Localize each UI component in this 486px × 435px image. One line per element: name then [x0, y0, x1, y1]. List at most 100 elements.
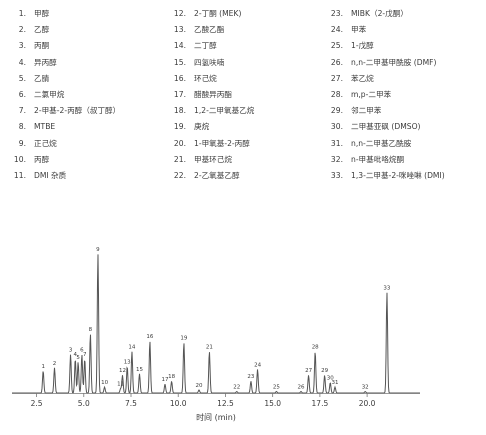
peak-label: 26 [298, 385, 305, 391]
legend-item-number: 19. [173, 122, 186, 132]
legend-item-number: 27. [330, 73, 343, 83]
legend-item-name: 庚烷 [194, 122, 210, 132]
peak-label: 24 [254, 362, 261, 368]
legend-item-number: 17. [173, 90, 186, 99]
peak-label: 12 [119, 368, 126, 374]
legend-item: 12. 2-丁酮 (MEK) [166, 9, 242, 19]
legend-item-name: 乙酸乙酯 [194, 25, 225, 35]
legend-item-number: 23. [330, 9, 343, 18]
legend-item-number: 28. [330, 90, 343, 99]
peak-label: 31 [332, 380, 339, 386]
chromatogram-trace [12, 254, 420, 394]
legend-item: 13. 乙酸乙酯 [166, 25, 224, 35]
peak-label: 8 [89, 327, 93, 333]
x-axis-label: 时间 (min) [196, 412, 236, 422]
legend-item-name: 乙醇 [34, 25, 50, 35]
legend-item-name: n,n-二甲基甲酰胺 (DMF) [351, 57, 437, 67]
legend-item-name: DMI 杂质 [34, 171, 67, 180]
legend-item-name: 2-丁酮 (MEK) [194, 9, 242, 18]
legend-item-number: 1. [18, 9, 26, 18]
legend-item: 9. 正己烷 [6, 139, 57, 149]
peak-label: 17 [162, 377, 169, 383]
x-tick-label: 20.0 [359, 399, 376, 408]
legend-item: 25. 1-戊醇 [323, 41, 374, 51]
legend-item-name: 甲基环己烷 [194, 154, 232, 164]
legend-item: 15. 四氢呋喃 [166, 58, 224, 68]
legend-item-number: 22. [173, 171, 186, 180]
legend-item: 14. 二丁醇 [166, 41, 217, 51]
legend-item: 11. DMI 杂质 [6, 171, 66, 181]
legend-item-number: 31. [330, 138, 343, 148]
x-tick-label: 2.5 [31, 399, 43, 408]
x-tick-label: 10.0 [170, 399, 187, 408]
peak-label: 21 [206, 345, 213, 351]
legend-item: 29. 邻二甲苯 [323, 106, 381, 116]
legend-item-number: 29. [330, 106, 343, 116]
legend-item-name: 环己烷 [194, 73, 217, 83]
legend-item: 27. 苯乙烷 [323, 74, 374, 84]
legend-item-number: 7. [18, 106, 26, 116]
legend-item-name: 2-乙氧基乙醇 [194, 171, 240, 180]
peak-label: 5 [76, 355, 80, 361]
legend-item-number: 24. [330, 25, 343, 35]
legend-item-number: 30. [330, 122, 343, 132]
legend-item-name: 甲醇 [34, 9, 50, 18]
legend-item-number: 8. [18, 122, 26, 132]
legend-item-number: 20. [173, 138, 186, 148]
peak-label: 16 [146, 334, 153, 340]
peak-label: 33 [383, 285, 390, 291]
legend-item-name: 二丁醇 [194, 41, 217, 51]
legend-item: 32. n-甲基吡咯烷酮 [323, 155, 404, 165]
legend-item-name: 甲苯 [351, 25, 367, 35]
peak-label: 2 [53, 361, 57, 367]
peak-label: 4 [74, 352, 78, 358]
legend-item-name: 1,2-二甲氧基乙烷 [194, 106, 255, 116]
x-axis: 2.5 5.0 7.5 10.0 12.5 15.0 17.5 20.0 [12, 393, 420, 408]
legend-item-name: 二甲基亚砜 (DMSO) [351, 122, 421, 132]
legend-item-name: 苯乙烷 [351, 73, 374, 83]
x-tick-label: 15.0 [264, 399, 281, 408]
legend-item-name: 正己烷 [34, 138, 57, 148]
legend-item-number: 14. [173, 41, 186, 51]
legend-item-number: 26. [330, 57, 343, 67]
legend-item: 31. n,n-二甲基乙酰胺 [323, 139, 411, 149]
legend-item: 30. 二甲基亚砜 (DMSO) [323, 122, 421, 132]
legend-item: 8. MTBE [6, 122, 55, 132]
legend-item: 20. 1-甲氧基-2-丙醇 [166, 139, 250, 149]
legend-item-number: 18. [173, 106, 186, 116]
legend-item-name: 1-甲氧基-2-丙醇 [194, 138, 250, 148]
peak-label: 9 [96, 247, 100, 253]
legend-item-name: 醋酸异丙酯 [194, 90, 232, 99]
peak-legend: 1. 甲醇 2. 乙醇 3. 丙酮 4. 异丙醇 5. 乙腈 6. 二氯甲烷 7. 2-甲基-2-丙醇（叔… [0, 0, 486, 205]
peak-label: 1 [41, 364, 45, 370]
peak-label: 27 [305, 368, 312, 374]
legend-item-number: 33. [330, 171, 343, 180]
peak-label: 18 [168, 374, 175, 380]
legend-item-number: 16. [173, 73, 186, 83]
legend-item: 24. 甲苯 [323, 25, 366, 35]
legend-item: 19. 庚烷 [166, 122, 209, 132]
legend-item-name: MIBK（2-戊酮） [351, 9, 408, 18]
legend-item-number: 32. [330, 154, 343, 164]
legend-item-number: 9. [18, 138, 26, 148]
peak-label: 15 [136, 367, 143, 373]
legend-item-name: 1-戊醇 [351, 41, 374, 51]
peak-label: 23 [247, 374, 254, 380]
x-tick-label: 17.5 [312, 399, 329, 408]
legend-item-name: 邻二甲苯 [351, 106, 382, 116]
legend-item-name: 丙酮 [34, 41, 50, 51]
legend-item: 16. 环己烷 [166, 74, 217, 84]
peak-label: 6 [80, 348, 84, 354]
legend-item-name: n,n-二甲基乙酰胺 [351, 138, 412, 148]
peak-label: 3 [69, 348, 73, 354]
legend-item: 10. 丙醇 [6, 155, 49, 165]
legend-item-number: 2. [18, 25, 26, 35]
trace-group [12, 254, 420, 394]
legend-item: 26. n,n-二甲基甲酰胺 (DMF) [323, 57, 437, 68]
legend-item-name: 二氯甲烷 [34, 90, 65, 99]
legend-item-number: 5. [18, 73, 26, 83]
legend-item: 17. 醋酸异丙酯 [166, 90, 232, 100]
x-tick-label: 7.5 [125, 399, 137, 408]
legend-item: 6. 二氯甲烷 [6, 90, 65, 100]
